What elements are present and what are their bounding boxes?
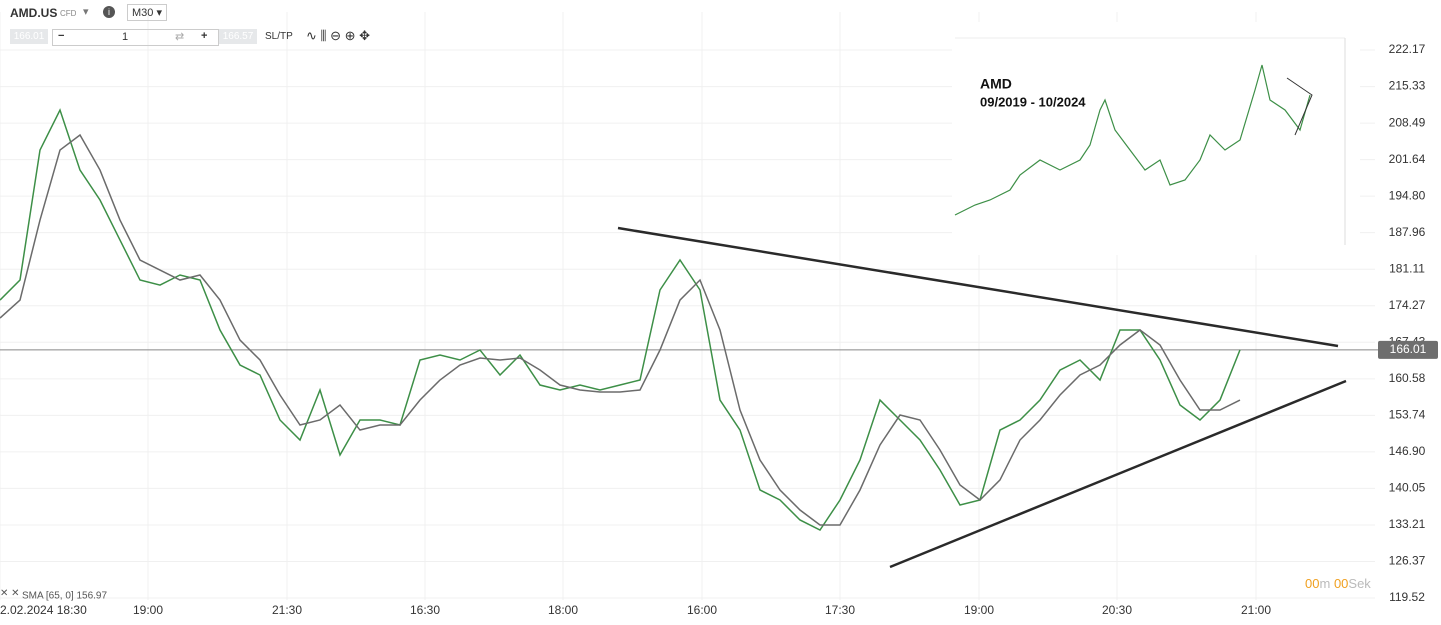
y-tick-label: 201.64 [1389,152,1426,166]
y-tick-label: 153.74 [1389,408,1426,422]
bid[interactable]: 166.01 [10,29,48,44]
volume[interactable]: 1 [122,31,129,43]
interval: M30 [132,7,154,19]
y-tick-label: 160.58 [1389,371,1426,385]
instrument: CFD [60,9,77,18]
x-tick-label: 20:30 [1102,603,1132,617]
y-tick-label: 194.80 [1389,188,1426,202]
timer: 00m 00Sek [1305,576,1371,591]
price-line [0,108,1241,531]
volume-box [52,29,219,46]
inset-subtitle: 09/2019 - 10/2024 [980,94,1086,109]
x-tick-label: 18:00 [548,603,578,617]
y-tick-label: 222.17 [1389,42,1426,56]
timer-minutes-unit: m [1319,576,1331,591]
swap-icon[interactable]: ⇄ [175,31,185,43]
info-icon[interactable]: i [103,6,115,18]
trendline [617,226,1339,348]
y-tick-label: 119.52 [1389,590,1425,604]
inset-bg [952,22,1360,255]
timer-seconds: 00 [1333,576,1349,591]
sltp[interactable]: SL/TP [265,31,293,42]
ask[interactable]: 166.57 [219,29,257,44]
x-tick-label: 21:30 [272,603,302,617]
y-tick-label: 140.05 [1389,481,1426,495]
current-price-label: 166.01 [1390,342,1427,356]
close-icons[interactable]: ✕ ✕ [0,588,20,599]
symbol[interactable]: AMD.US [10,6,58,20]
x-tick-label: 21:00 [1241,603,1271,617]
minus[interactable]: − [58,30,65,42]
y-tick-label: 181.11 [1389,261,1425,275]
interval-select[interactable]: M30 ▾ [127,4,167,21]
x-tick-label: 19:00 [133,603,163,617]
dropdown-arrow[interactable]: ▾ [83,6,89,18]
y-tick-label: 126.37 [1389,554,1426,568]
y-tick-label: 187.96 [1389,225,1426,239]
plus[interactable]: + [201,30,208,42]
y-tick-label: 215.33 [1389,79,1426,93]
inset-triangle [1286,77,1313,136]
y-tick-label: 146.90 [1389,444,1426,458]
x-tick-label: 16:30 [410,603,440,617]
inset-line [954,64,1311,216]
y-tick-label: 208.49 [1389,115,1426,129]
timer-seconds-unit: Sek [1348,576,1371,591]
inset: AMD 09/2019 - 10/2024 [952,22,1360,255]
timer-minutes: 00 [1305,576,1320,591]
x-tick-label: 19:00 [964,603,994,617]
x-tick-label: 17:30 [825,603,855,617]
trendline [889,379,1347,569]
y-tick-label: 133.21 [1389,517,1426,531]
inset-title: AMD [980,76,1012,92]
y-tick-label: 174.27 [1389,298,1426,312]
sma-line [0,133,1241,526]
x-tick-label: 2.02.2024 18:30 [0,603,87,617]
sma-label: SMA [65, 0] 156.97 [22,591,107,602]
tool-icons[interactable]: ∿ ⫼ ⊖ ⊕ ✥ [306,28,370,43]
current-price-tag [1378,340,1438,359]
x-tick-label: 16:00 [687,603,717,617]
